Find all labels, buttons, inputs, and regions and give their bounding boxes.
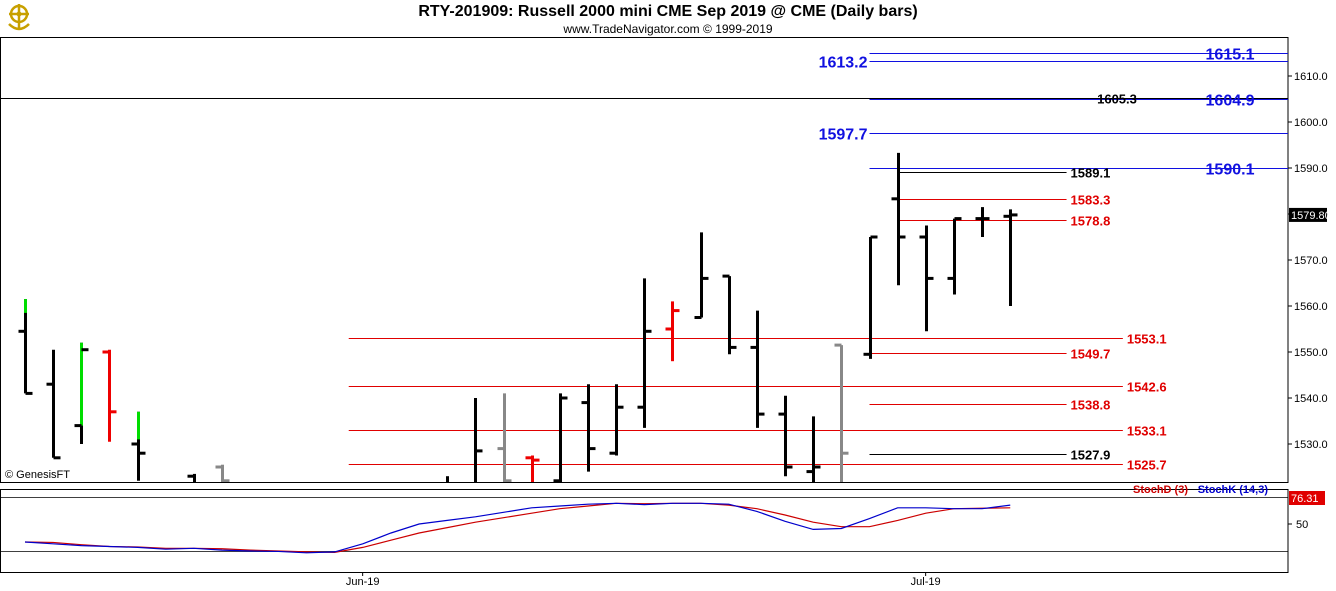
price-y-tick-label: 1600.0 (1294, 117, 1328, 129)
x-axis-label: Jul-19 (911, 576, 941, 588)
oscillator-panel-frame (0, 489, 1289, 573)
level-label: 1525.7 (1127, 458, 1167, 473)
level-label: 1533.1 (1127, 424, 1167, 439)
chart-title: RTY-201909: Russell 2000 mini CME Sep 20… (418, 3, 918, 20)
level-label: 1613.2 (819, 55, 868, 72)
price-y-tick-label: 1560.0 (1294, 301, 1328, 313)
price-y-tick-label: 1540.0 (1294, 393, 1328, 405)
price-y-tick-label: 1610.0 (1294, 71, 1328, 83)
data-credit: © GenesisFT (5, 469, 70, 481)
price-y-tick-label: 1570.0 (1294, 255, 1328, 267)
chart-subtitle: www.TradeNavigator.com © 1999-2019 (563, 22, 773, 36)
price-y-tick-label: 1530.0 (1294, 439, 1328, 451)
stoch-series-line (24, 502, 1011, 554)
price-y-tick-label: 1550.0 (1294, 347, 1328, 359)
level-label: 1578.8 (1071, 214, 1111, 229)
level-label: 1615.1 (1206, 47, 1255, 64)
osc-y-tick-label: 50 (1296, 519, 1308, 531)
legend-stochd: StochD (3) (1133, 484, 1188, 496)
price-plot-area (1, 53, 1288, 482)
level-label: 1583.3 (1071, 193, 1111, 208)
level-label: 1605.3 (1097, 92, 1137, 107)
level-label: 1597.7 (819, 127, 868, 144)
level-label: 1589.1 (1071, 166, 1111, 181)
x-axis-label: Jun-19 (346, 576, 380, 588)
osc-last-label: 76.31 (1291, 493, 1319, 505)
last-price-label: 1579.80 (1291, 210, 1331, 222)
price-y-tick-label: 1590.0 (1294, 163, 1328, 175)
level-label: 1590.1 (1206, 162, 1255, 179)
legend-stochk: StochK (14,3) (1198, 484, 1269, 496)
ship-wheel-anchor-icon (4, 2, 34, 34)
osc-last-tag (1289, 491, 1325, 505)
level-label: 1542.6 (1127, 380, 1167, 395)
level-label: 1527.9 (1071, 448, 1111, 463)
level-label: 1538.8 (1071, 398, 1111, 413)
level-label: 1549.7 (1071, 347, 1111, 362)
level-label: 1604.9 (1206, 93, 1255, 110)
level-label: 1553.1 (1127, 332, 1167, 347)
last-price-tag (1289, 207, 1327, 222)
